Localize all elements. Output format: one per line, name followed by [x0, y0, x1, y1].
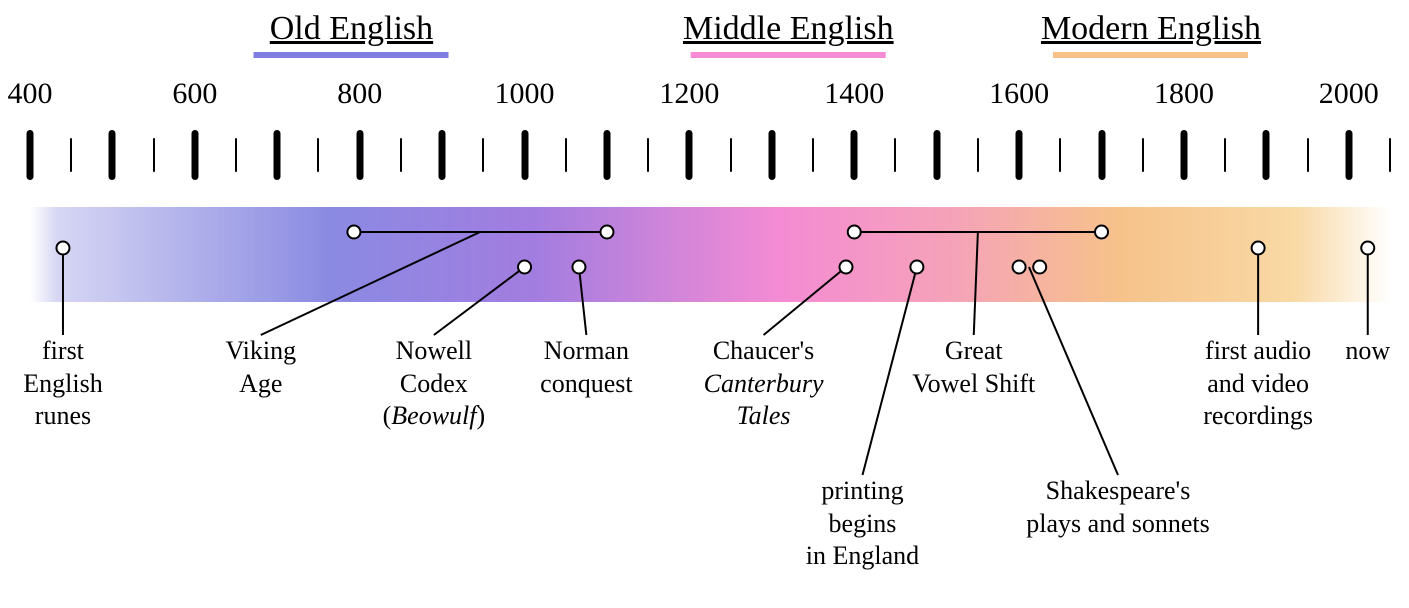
tick-minor — [482, 138, 484, 172]
period-header-middle-english: Middle English — [683, 10, 894, 58]
period-header-modern-english: Modern English — [1041, 10, 1261, 58]
event-label-chaucer: Chaucer'sCanterburyTales — [704, 335, 824, 433]
tick-minor — [565, 138, 567, 172]
axis-year-label: 1200 — [659, 77, 719, 111]
axis-year-label: 1600 — [989, 77, 1049, 111]
tick-minor — [1142, 138, 1144, 172]
tick-major — [686, 130, 693, 180]
tick-minor — [894, 138, 896, 172]
tick-major — [356, 130, 363, 180]
tick-major — [191, 130, 198, 180]
event-label-now: now — [1345, 335, 1390, 368]
era-gradient-band — [30, 207, 1390, 302]
tick-major — [1263, 130, 1270, 180]
tick-minor — [153, 138, 155, 172]
event-label-great-vowel-shift: GreatVowel Shift — [912, 335, 1035, 400]
tick-major — [27, 130, 34, 180]
tick-minor — [1224, 138, 1226, 172]
axis-year-label: 600 — [172, 77, 217, 111]
timeline-diagram: Old English Middle English Modern English 4… — [0, 0, 1409, 608]
axis-year-label: 1000 — [495, 77, 555, 111]
event-label-shakespeare: Shakespeare'splays and sonnets — [1026, 475, 1209, 540]
tick-minor — [1307, 138, 1309, 172]
tick-minor — [1059, 138, 1061, 172]
period-underline-bar — [691, 52, 886, 58]
tick-major — [439, 130, 446, 180]
event-label-viking-age: VikingAge — [225, 335, 296, 400]
tick-major — [933, 130, 940, 180]
tick-minor — [647, 138, 649, 172]
period-label: Old English — [254, 10, 449, 48]
axis-year-label: 800 — [337, 77, 382, 111]
tick-major — [274, 130, 281, 180]
tick-major — [1345, 130, 1352, 180]
tick-minor — [235, 138, 237, 172]
axis-year-label: 1400 — [824, 77, 884, 111]
tick-minor — [317, 138, 319, 172]
axis-year-label: 2000 — [1319, 77, 1379, 111]
tick-minor — [70, 138, 72, 172]
event-label-first-recordings: first audioand videorecordings — [1203, 335, 1313, 433]
tick-major — [603, 130, 610, 180]
tick-minor — [730, 138, 732, 172]
tick-major — [851, 130, 858, 180]
event-label-norman-conquest: Normanconquest — [540, 335, 632, 400]
tick-minor — [812, 138, 814, 172]
tick-major — [1016, 130, 1023, 180]
period-underline-bar — [254, 52, 449, 58]
tick-major — [768, 130, 775, 180]
period-label: Modern English — [1041, 10, 1261, 48]
tick-major — [109, 130, 116, 180]
axis-year-label: 1800 — [1154, 77, 1214, 111]
event-label-first-runes: firstEnglishrunes — [23, 335, 102, 433]
event-label-nowell-codex: NowellCodex(Beowulf) — [383, 335, 486, 433]
event-label-printing: printingbeginsin England — [806, 475, 919, 573]
period-underline-bar — [1053, 52, 1248, 58]
period-label: Middle English — [683, 10, 894, 48]
tick-major — [1180, 130, 1187, 180]
period-header-old-english: Old English — [254, 10, 449, 58]
tick-minor — [400, 138, 402, 172]
tick-minor — [1389, 138, 1391, 172]
tick-major — [521, 130, 528, 180]
axis-year-label: 400 — [8, 77, 53, 111]
tick-major — [1098, 130, 1105, 180]
tick-minor — [977, 138, 979, 172]
